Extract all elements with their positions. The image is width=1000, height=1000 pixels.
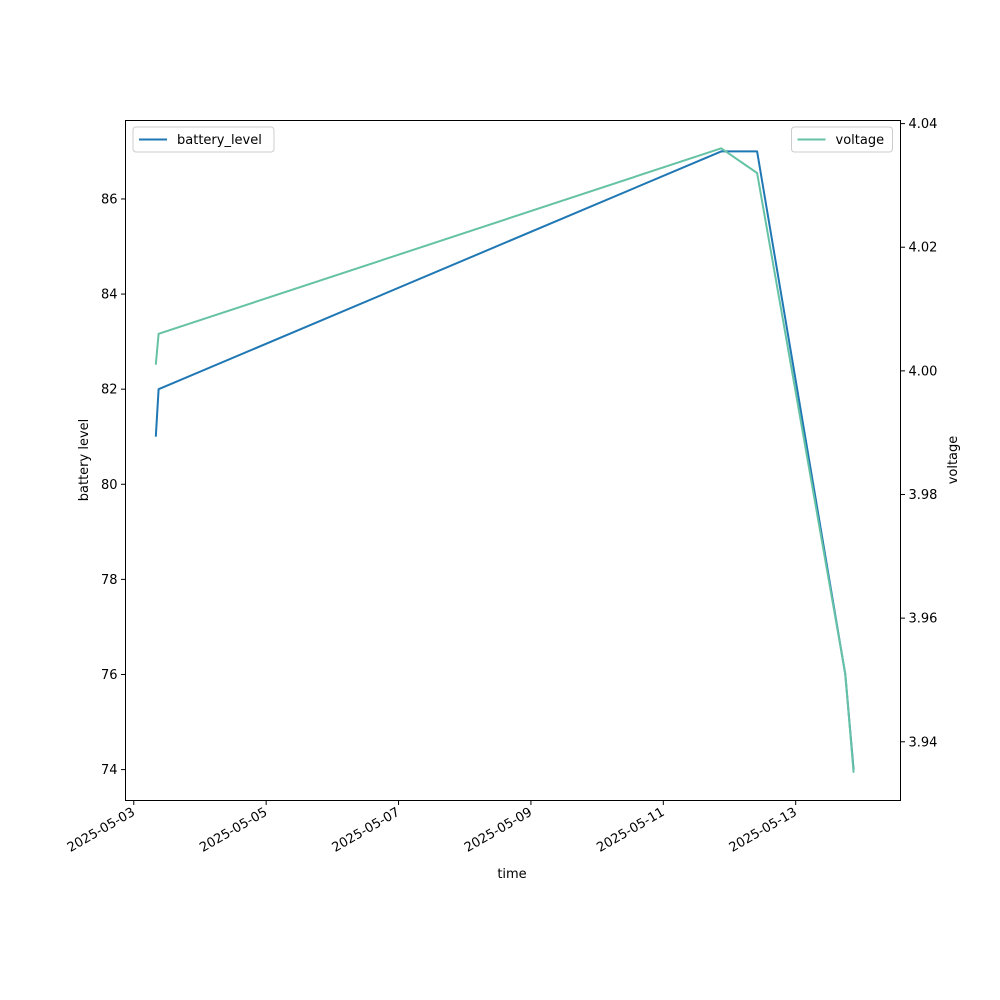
y-axis-label: battery level — [77, 419, 92, 502]
y-tick-label: 82 — [101, 383, 118, 398]
y-tick-label: 76 — [101, 668, 118, 683]
x-tick-label: 2025-05-07 — [330, 805, 403, 856]
legend-box — [132, 126, 275, 153]
y-axis-right: 3.94 3.96 3.98 4.00 4.02 4.04 — [900, 117, 938, 750]
x-tick-label: 2025-05-13 — [727, 805, 800, 856]
y-axis-left: 74 76 78 80 82 84 86 — [101, 192, 126, 778]
series-line-voltage — [154, 147, 855, 773]
y2-axis-label: voltage — [946, 436, 961, 485]
legend-battery_level: battery_level — [132, 126, 275, 153]
y2-tick-label: 4.00 — [909, 364, 938, 379]
series-line-battery_level — [154, 150, 855, 770]
y2-tick-label: 3.96 — [909, 612, 938, 627]
legend-label: battery_level — [177, 133, 262, 148]
y2-tick-label: 4.02 — [909, 241, 938, 256]
y2-tick-label: 3.98 — [909, 488, 938, 503]
y-tick-label: 86 — [101, 192, 118, 207]
y-tick-label: 78 — [101, 573, 118, 588]
x-axis-label: time — [497, 867, 526, 882]
x-axis: 2025-05-03 2025-05-05 2025-05-07 2025-05-09… — [65, 800, 800, 856]
x-tick-label: 2025-05-03 — [65, 805, 138, 856]
y2-tick-label: 4.04 — [909, 117, 938, 132]
legend-voltage: voltage — [791, 126, 893, 153]
y-tick-label: 84 — [101, 288, 118, 303]
y-tick-label: 74 — [101, 763, 118, 778]
x-tick-label: 2025-05-05 — [197, 805, 270, 856]
y-tick-label: 80 — [101, 478, 118, 493]
x-tick-label: 2025-05-11 — [594, 805, 667, 856]
y2-tick-label: 3.94 — [909, 735, 938, 750]
x-tick-label: 2025-05-09 — [462, 805, 535, 856]
legend-label: voltage — [836, 133, 885, 148]
legend-box — [791, 126, 893, 153]
legends: battery_level voltage — [132, 126, 893, 153]
plot-frame — [125, 120, 901, 801]
plot-lines — [154, 147, 855, 773]
